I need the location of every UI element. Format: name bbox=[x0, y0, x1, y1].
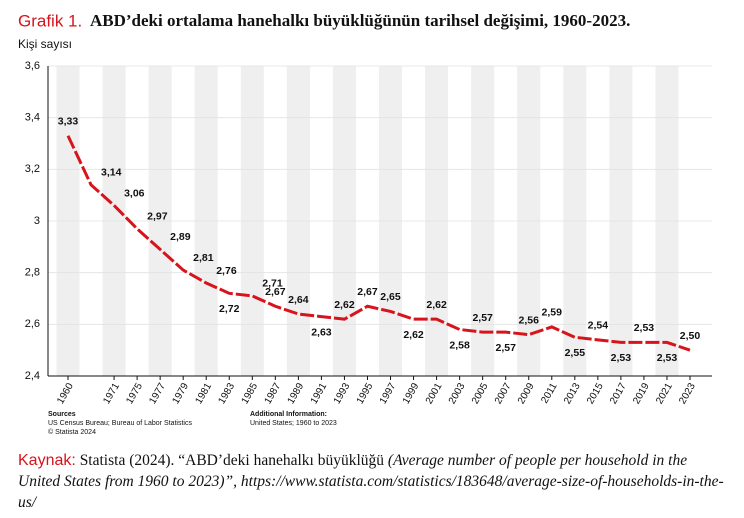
data-label: 2,67 bbox=[357, 286, 378, 298]
data-label: 3,06 bbox=[124, 187, 145, 199]
data-label: 3,33 bbox=[58, 116, 79, 128]
y-axis-label: Kişi sayısı bbox=[18, 37, 72, 51]
x-tick-label: 2009 bbox=[516, 381, 537, 406]
data-label: 2,50 bbox=[680, 330, 701, 342]
data-label: 2,64 bbox=[288, 294, 309, 306]
data-label: 2,58 bbox=[449, 339, 470, 351]
x-tick-label: 1971 bbox=[101, 381, 122, 406]
data-label: 2,62 bbox=[334, 299, 355, 311]
info-line: United States; 1960 to 2023 bbox=[250, 420, 337, 427]
x-tick-label: 2017 bbox=[608, 381, 629, 406]
data-label: 2,76 bbox=[216, 265, 237, 277]
data-label: 2,53 bbox=[634, 322, 655, 334]
data-label: 2,57 bbox=[495, 342, 516, 354]
chart-title-prefix: Grafik 1. bbox=[18, 11, 82, 30]
y-tick-label: 3,2 bbox=[25, 163, 40, 175]
data-label: 2,54 bbox=[588, 320, 609, 332]
caption-text: Statista (2024). “ABD’deki hanehalkı büy… bbox=[79, 452, 385, 469]
sources-line: US Census Bureau; Bureau of Labor Statis… bbox=[48, 420, 192, 427]
data-label: 2,62 bbox=[426, 299, 447, 311]
x-tick-label: 1977 bbox=[147, 381, 168, 406]
x-tick-label: 1991 bbox=[309, 381, 330, 406]
data-label: 2,63 bbox=[311, 326, 332, 338]
x-tick-label: 2005 bbox=[470, 381, 491, 406]
x-tick-label: 1985 bbox=[240, 381, 261, 406]
y-tick-label: 3,6 bbox=[25, 60, 40, 72]
x-tick-label: 1995 bbox=[355, 381, 376, 406]
data-label: 2,97 bbox=[147, 211, 168, 223]
x-tick-label: 1997 bbox=[378, 381, 399, 406]
x-tick-label: 2011 bbox=[539, 381, 559, 406]
x-tick-label: 2023 bbox=[677, 381, 698, 406]
sources-line: © Statista 2024 bbox=[48, 428, 96, 436]
data-label: 2,62 bbox=[403, 329, 424, 341]
x-tick-label: 2003 bbox=[447, 381, 468, 406]
x-tick-label: 2021 bbox=[654, 381, 675, 406]
data-label: 2,53 bbox=[657, 352, 678, 364]
sources-title: Sources bbox=[48, 411, 76, 418]
data-label: 2,71 bbox=[262, 278, 283, 290]
y-tick-label: 2,8 bbox=[25, 267, 40, 279]
caption-url: , https://www.statista.com/statistics/18… bbox=[18, 473, 724, 511]
x-tick-label: 2019 bbox=[631, 381, 652, 406]
x-tick-label: 1999 bbox=[401, 381, 422, 406]
x-tick-label: 1989 bbox=[286, 381, 307, 406]
info-title: Additional Information: bbox=[250, 411, 327, 418]
x-tick-label: 1993 bbox=[332, 381, 353, 406]
caption-italic: (Average number of people per household … bbox=[18, 452, 688, 490]
x-tick-label: 1979 bbox=[170, 381, 191, 406]
data-label: 2,53 bbox=[611, 352, 632, 364]
x-tick-label: 1960 bbox=[55, 381, 76, 406]
caption: Kaynak: Statista (2024). “ABD’deki haneh… bbox=[18, 450, 730, 513]
data-label: 2,67 bbox=[265, 286, 286, 298]
data-label: 2,65 bbox=[380, 291, 401, 303]
chart: Grafik 1. ABD’deki ortalama hanehalkı bü… bbox=[18, 11, 712, 436]
data-label: 2,55 bbox=[565, 347, 586, 359]
x-tick-label: 2013 bbox=[562, 381, 583, 406]
y-tick-label: 2,6 bbox=[25, 318, 40, 330]
data-label: 2,59 bbox=[542, 307, 563, 319]
x-tick-label: 2001 bbox=[424, 381, 445, 406]
x-tick-label: 1983 bbox=[216, 381, 237, 406]
data-label: 2,57 bbox=[472, 312, 493, 324]
chart-title: ABD’deki ortalama hanehalkı büyüklüğünün… bbox=[90, 11, 630, 30]
data-label: 2,56 bbox=[519, 314, 540, 326]
y-tick-label: 2,4 bbox=[25, 370, 40, 382]
x-tick-label: 2007 bbox=[493, 381, 514, 406]
x-tick-label: 1981 bbox=[193, 381, 214, 406]
data-label: 2,72 bbox=[219, 303, 240, 315]
x-tick-label: 1975 bbox=[124, 381, 145, 406]
caption-lead: Kaynak: bbox=[18, 452, 76, 469]
data-line bbox=[66, 135, 691, 352]
data-label: 3,14 bbox=[101, 167, 122, 179]
y-tick-label: 3 bbox=[34, 215, 40, 227]
x-tick-label: 1987 bbox=[263, 381, 284, 406]
y-tick-label: 3,4 bbox=[25, 112, 40, 124]
data-label: 2,81 bbox=[193, 252, 214, 264]
x-tick-label: 2015 bbox=[585, 381, 606, 406]
data-label: 2,89 bbox=[170, 231, 191, 243]
